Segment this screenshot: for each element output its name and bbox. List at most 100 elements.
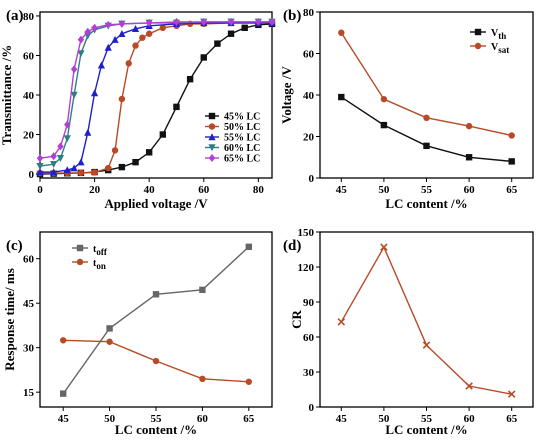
x-tick-label: 45 bbox=[336, 413, 348, 425]
legend-label: 50% LC bbox=[224, 122, 260, 133]
y-tick-label: 150 bbox=[298, 227, 315, 239]
data-point bbox=[508, 132, 515, 139]
data-point bbox=[36, 168, 44, 176]
data-point bbox=[111, 147, 119, 154]
data-point bbox=[132, 42, 139, 49]
y-tick-label: 30 bbox=[303, 367, 315, 379]
data-point bbox=[91, 169, 98, 176]
chart-panel-1: (a) 0 20 40 60 80 0 20 40 60 80 Applied voltage /V T… bbox=[0, 8, 276, 211]
legend-label: 65% LC bbox=[224, 154, 260, 165]
data-point bbox=[70, 164, 78, 172]
x-axis-label: Applied voltage /V bbox=[104, 196, 208, 211]
data-point bbox=[104, 43, 112, 51]
data-point bbox=[465, 154, 473, 161]
y-tick-label: 15 bbox=[23, 387, 35, 399]
y-tick-label: 80 bbox=[23, 11, 35, 23]
y-tick-label: 40 bbox=[303, 90, 315, 102]
data-point bbox=[199, 286, 206, 294]
legend-marker bbox=[474, 42, 482, 50]
data-point bbox=[50, 168, 58, 176]
data-point bbox=[227, 30, 235, 37]
y-tick-label: 90 bbox=[303, 297, 315, 309]
data-point bbox=[63, 135, 71, 143]
x-tick-label: 40 bbox=[144, 184, 156, 196]
data-point bbox=[152, 291, 160, 298]
x-tick-label: 45 bbox=[336, 184, 348, 196]
x-tick-label: 65 bbox=[506, 413, 518, 425]
y-tick-label: 40 bbox=[23, 90, 35, 102]
y-axis-label: Response time/ ms bbox=[2, 268, 17, 371]
data-point bbox=[57, 142, 64, 151]
data-point bbox=[70, 65, 78, 74]
y-tick-label: 120 bbox=[298, 262, 315, 274]
data-point bbox=[227, 17, 235, 26]
y-tick-label: 20 bbox=[303, 132, 315, 144]
x-axis-label: LC content /% bbox=[385, 422, 467, 437]
legend-marker bbox=[76, 258, 84, 266]
data-point bbox=[118, 29, 126, 37]
data-point bbox=[111, 35, 119, 43]
y-tick-label: 60 bbox=[303, 49, 315, 61]
data-point bbox=[91, 23, 98, 32]
x-tick-label: 55 bbox=[421, 184, 433, 196]
legend-label: Vsat bbox=[491, 42, 509, 55]
data-point bbox=[338, 93, 345, 101]
legend-marker bbox=[208, 154, 216, 162]
panel-label: (d) bbox=[283, 238, 301, 254]
series-1 bbox=[60, 243, 252, 397]
x-axis-label: LC content /% bbox=[385, 196, 467, 211]
data-point bbox=[214, 40, 221, 47]
data-point bbox=[125, 60, 132, 67]
panel-label: (c) bbox=[6, 238, 23, 254]
data-point bbox=[63, 166, 71, 174]
x-tick-label: 65 bbox=[243, 413, 255, 425]
data-point bbox=[97, 61, 106, 69]
legend-marker bbox=[208, 123, 216, 130]
x-tick-label: 80 bbox=[253, 184, 265, 196]
data-point bbox=[200, 17, 207, 26]
data-point bbox=[422, 341, 431, 349]
data-point bbox=[131, 24, 140, 32]
legend-label: 60% LC bbox=[224, 143, 260, 154]
data-point bbox=[241, 24, 248, 32]
y-tick-label: 0 bbox=[309, 402, 315, 414]
data-point bbox=[77, 35, 85, 44]
series-2 bbox=[60, 337, 252, 385]
series-1 bbox=[337, 243, 516, 398]
data-point bbox=[200, 54, 207, 61]
x-tick-label: 55 bbox=[151, 413, 163, 425]
x-tick-label: 60 bbox=[464, 413, 476, 425]
x-tick-label: 55 bbox=[421, 413, 433, 425]
legend-marker bbox=[474, 28, 482, 36]
chart-panel-4: (d) 45 50 55 60 65 0 30 60 90 120 150 LC content /% C… bbox=[283, 227, 534, 437]
data-point bbox=[118, 95, 126, 103]
legend-marker bbox=[208, 133, 216, 141]
y-tick-label: 30 bbox=[23, 343, 35, 355]
data-point bbox=[337, 318, 346, 326]
data-point bbox=[152, 357, 160, 365]
data-point bbox=[173, 103, 180, 111]
data-point bbox=[338, 29, 345, 36]
series-2 bbox=[338, 29, 515, 139]
data-point bbox=[56, 155, 65, 163]
data-point bbox=[145, 149, 153, 156]
data-point bbox=[139, 34, 146, 41]
data-point bbox=[132, 158, 139, 166]
x-tick-label: 0 bbox=[37, 184, 43, 196]
series-1 bbox=[338, 93, 515, 165]
data-point bbox=[77, 158, 85, 166]
y-tick-label: 0 bbox=[29, 169, 35, 181]
x-tick-label: 45 bbox=[58, 413, 70, 425]
data-point bbox=[507, 390, 516, 398]
data-point bbox=[145, 18, 153, 27]
data-point bbox=[70, 91, 78, 99]
y-axis-label: Voltage /V bbox=[279, 66, 294, 124]
data-point bbox=[77, 169, 85, 177]
data-point bbox=[245, 378, 252, 385]
data-point bbox=[84, 128, 92, 136]
y-tick-label: 60 bbox=[303, 332, 315, 344]
legend-label: 45% LC bbox=[224, 112, 260, 123]
data-point bbox=[105, 164, 112, 172]
panel-label: (a) bbox=[6, 8, 24, 24]
